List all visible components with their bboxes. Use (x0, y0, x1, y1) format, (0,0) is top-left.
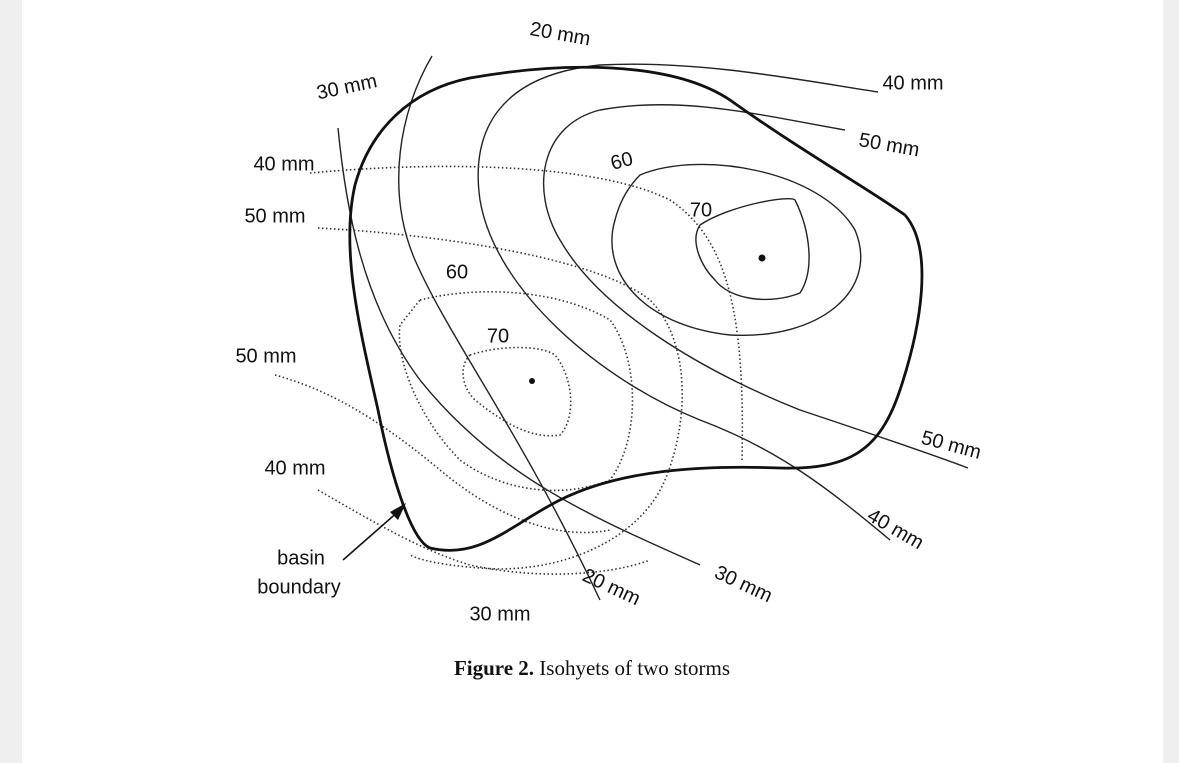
caption-text: Isohyets of two storms (539, 656, 730, 680)
isohyet-50b-dotted (274, 374, 611, 534)
label: 50 mm (235, 345, 296, 367)
label: 40 mm (264, 457, 325, 479)
basin-boundary (348, 65, 924, 552)
isohyet-40-dotted (309, 165, 744, 461)
isohyet-50 (542, 103, 969, 469)
caption-number: Figure 2. (454, 656, 534, 680)
label: 30 mm (469, 603, 530, 625)
label: 40 mm (253, 153, 314, 175)
isohyet-40b-dotted (317, 489, 651, 575)
isohyet-30 (337, 127, 701, 566)
isohyet-20 (398, 55, 601, 601)
label: boundary (257, 576, 340, 598)
isohyet-70 (695, 198, 810, 301)
label: 50 mm (244, 205, 305, 227)
isohyet-40 (477, 63, 891, 541)
figure (274, 55, 969, 601)
label: 40 mm (882, 72, 943, 94)
label: 60 (446, 261, 468, 283)
isohyet-70-dotted (462, 346, 572, 437)
paper (22, 0, 1163, 763)
label: basin (277, 547, 325, 569)
arrow-head (390, 503, 406, 520)
label: 70 (487, 325, 509, 347)
isohyet-60-dotted (398, 291, 634, 492)
storm-center (758, 254, 766, 262)
right-margin (1163, 0, 1179, 763)
label: 70 (690, 199, 712, 221)
storm-center (529, 378, 535, 384)
isohyet-60 (611, 163, 862, 337)
caption: Figure 2. Isohyets of two storms (454, 656, 730, 680)
arrow (342, 509, 401, 561)
left-margin (0, 0, 22, 763)
